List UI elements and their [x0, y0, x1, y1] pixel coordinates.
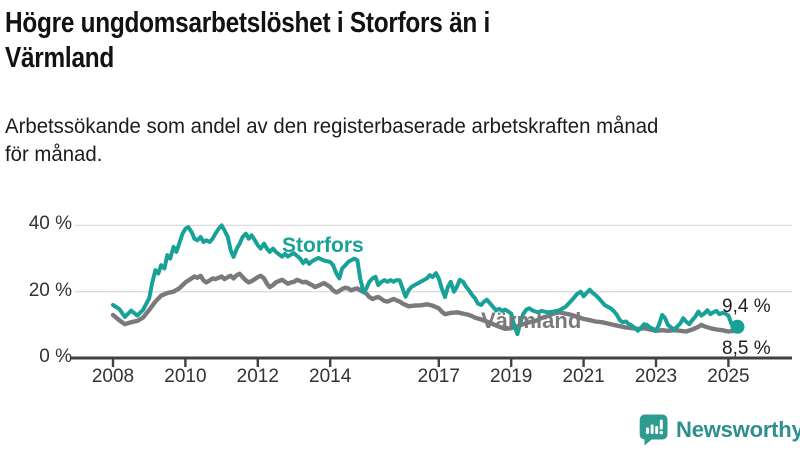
varmland-line [110, 271, 740, 334]
page-title-line2: Värmland [5, 42, 115, 75]
storfors-series-label: Storfors [282, 234, 364, 257]
x-tick-label: 2017 [417, 366, 460, 387]
x-tick-label: 2008 [91, 366, 135, 387]
x-tick-label: 2019 [490, 366, 533, 387]
x-tick-label: 2014 [309, 366, 352, 387]
page-title-line1: Högre ungdomsarbetslöshet i Storfors än … [5, 7, 491, 39]
bar-chart-speech-bubble-icon [638, 413, 669, 446]
page-subtitle-line2: för månad. [5, 142, 103, 166]
page-subtitle-line1: Arbetssökande som andel av den registerb… [5, 115, 659, 138]
newsworthy-wordmark: Newsworthy [676, 416, 800, 442]
y-tick-label: 20 % [28, 279, 72, 301]
storfors-end-value: 9,4 % [722, 296, 771, 317]
x-tick-label: 2021 [562, 366, 605, 387]
varmland-end-value: 8,5 % [722, 338, 771, 359]
latest-value-dot [730, 319, 745, 334]
x-tick-label: 2010 [164, 366, 207, 387]
varmland-series-label: Värmland [481, 308, 582, 333]
page-title: Högre ungdomsarbetslöshet i Storfors än … [5, 6, 593, 77]
y-tick-label: 0 % [39, 346, 72, 367]
newsworthy-logo[interactable]: Newsworthy [638, 413, 800, 446]
x-tick-label: 2025 [707, 366, 750, 387]
page-subtitle: Arbetssökande som andel av den registerb… [5, 113, 771, 169]
y-tick-label: 40 % [28, 213, 72, 235]
x-tick-label: 2023 [634, 366, 678, 387]
storfors-line [111, 223, 740, 337]
x-tick-label: 2012 [236, 366, 279, 387]
